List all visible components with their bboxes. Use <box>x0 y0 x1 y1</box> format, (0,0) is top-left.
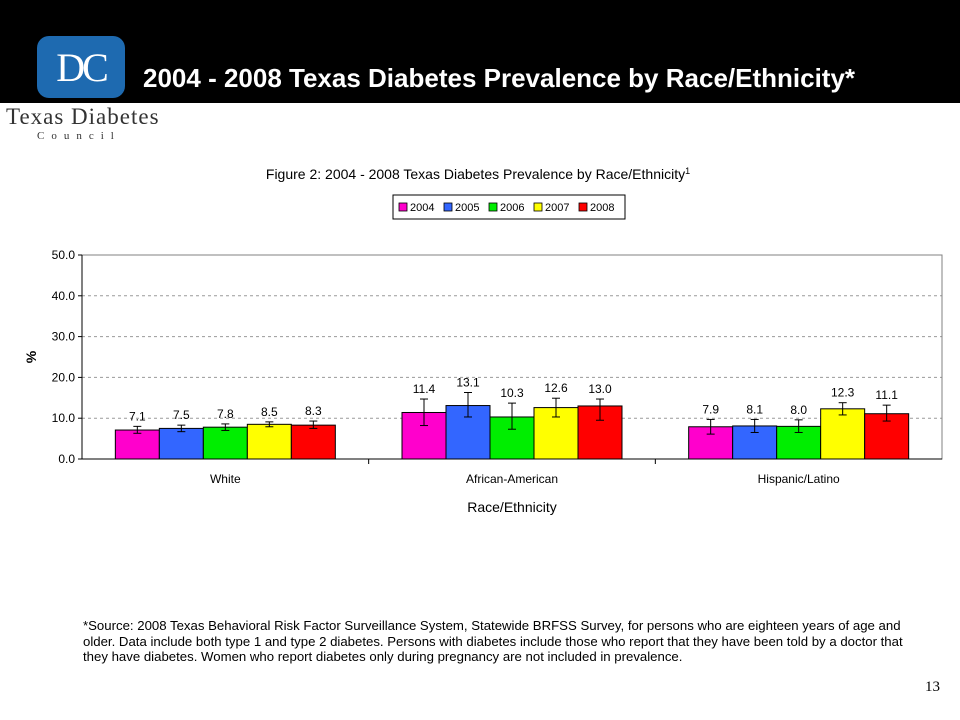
data-label: 8.3 <box>305 404 322 418</box>
data-label: 8.1 <box>746 402 763 416</box>
x-axis: White African-American Hispanic/Latino <box>81 255 942 486</box>
bar <box>114 429 160 460</box>
bars: 7.1 7.5 7.8 8.5 8.3 11.4 13.1 10.3 12.6 13.0 7.9 8.… <box>114 375 910 460</box>
y-tick-label: 20.0 <box>52 370 76 384</box>
x-tick-label: African-American <box>466 472 558 486</box>
header-bar <box>0 0 960 103</box>
logo: DC <box>37 36 125 98</box>
bar <box>202 426 248 460</box>
x-tick-label: Hispanic/Latino <box>758 472 840 486</box>
data-label: 13.0 <box>588 382 612 396</box>
data-label: 13.1 <box>456 375 480 389</box>
legend: 2004 2005 2006 2007 2008 <box>398 202 614 214</box>
y-tick-label: 0.0 <box>58 452 75 466</box>
bar <box>158 427 204 460</box>
data-label: 12.6 <box>544 381 568 395</box>
bar <box>290 424 336 460</box>
x-axis-label: Race/Ethnicity <box>467 499 556 515</box>
org-name: Texas Diabetes <box>6 104 160 129</box>
legend-swatch <box>443 202 453 212</box>
legend-label: 2004 <box>410 202 434 214</box>
y-tick-label: 40.0 <box>52 289 76 303</box>
page-number: 13 <box>925 679 940 695</box>
legend-swatch <box>578 202 588 212</box>
legend-label: 2005 <box>455 202 479 214</box>
data-label: 11.4 <box>413 382 436 396</box>
logo-mark: DC <box>56 44 109 90</box>
data-label: 7.5 <box>173 408 190 422</box>
slide-title: 2004 - 2008 Texas Diabetes Prevalence by… <box>143 63 856 93</box>
data-label: 8.0 <box>790 403 807 417</box>
y-axis-label: % <box>23 350 39 363</box>
legend-swatch <box>398 202 408 212</box>
source-footnote: *Source: 2008 Texas Behavioral Risk Fact… <box>83 618 903 664</box>
legend-label: 2007 <box>545 202 569 214</box>
chart-title: Figure 2: 2004 - 2008 Texas Diabetes Pre… <box>266 166 690 182</box>
bar <box>246 423 292 460</box>
legend-swatch <box>488 202 498 212</box>
data-label: 11.1 <box>875 388 898 402</box>
legend-label: 2008 <box>590 202 614 214</box>
data-label: 8.5 <box>261 405 278 419</box>
legend-label: 2006 <box>500 202 524 214</box>
data-label: 7.8 <box>217 407 234 421</box>
data-label: 7.9 <box>702 402 719 416</box>
y-tick-label: 30.0 <box>52 330 76 344</box>
data-label: 10.3 <box>500 386 524 400</box>
y-tick-label: 10.0 <box>52 411 76 425</box>
org-subtitle: Council <box>37 130 121 142</box>
y-axis: 0.0 10.0 20.0 30.0 40.0 50.0 <box>52 248 82 466</box>
gridlines <box>82 295 942 419</box>
bar <box>820 408 866 460</box>
chart-title-text: Figure 2: 2004 - 2008 Texas Diabetes Pre… <box>266 166 685 182</box>
y-tick-label: 50.0 <box>52 248 76 262</box>
data-label: 12.3 <box>831 386 855 400</box>
x-tick-label: White <box>210 472 241 486</box>
chart-title-superscript: 1 <box>685 166 690 176</box>
data-label: 7.1 <box>129 409 146 423</box>
legend-swatch <box>533 202 543 212</box>
